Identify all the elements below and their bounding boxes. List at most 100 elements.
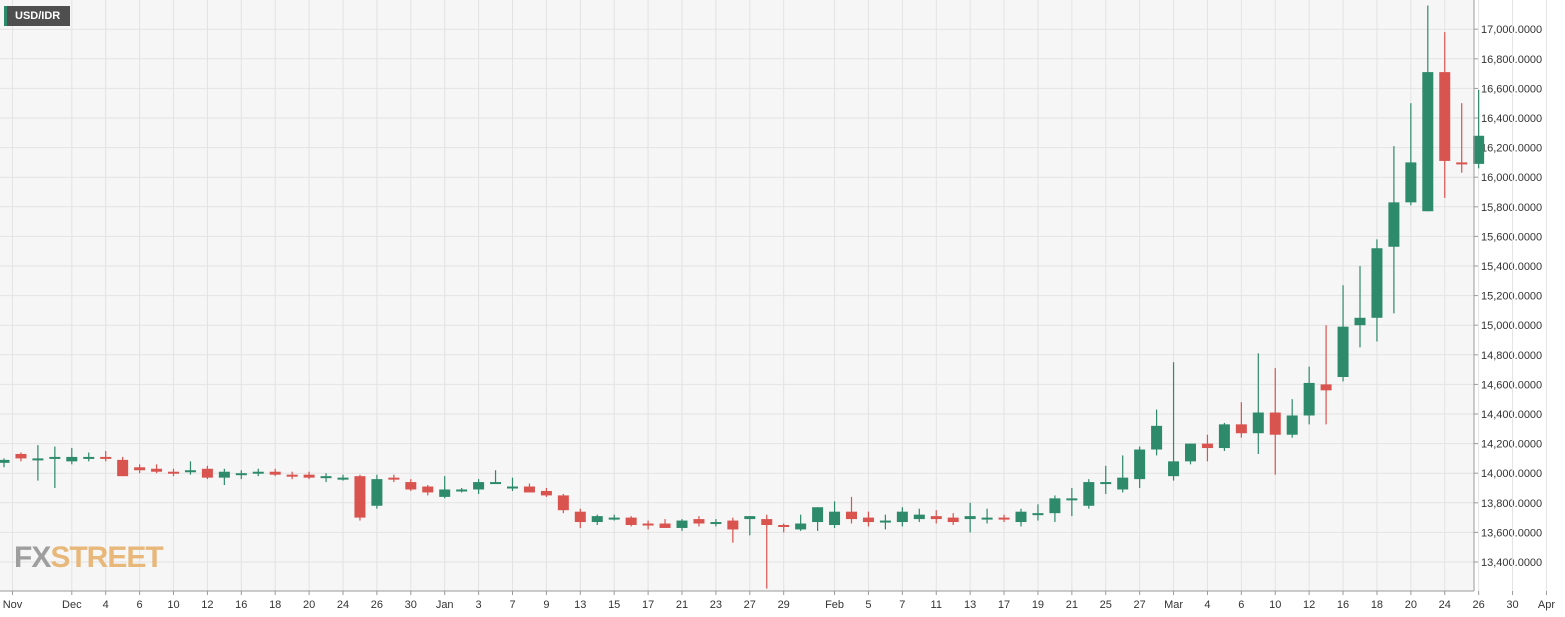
candle-body-up[interactable] <box>507 486 518 489</box>
candle-body-up[interactable] <box>829 511 841 525</box>
candle-body-up[interactable] <box>591 516 603 523</box>
candle-body-up[interactable] <box>676 520 688 528</box>
candle-body-up[interactable] <box>337 477 349 480</box>
candle-body-up[interactable] <box>1100 482 1112 485</box>
candle-body-up[interactable] <box>1134 449 1146 480</box>
x-tick-label: 27 <box>744 599 756 611</box>
candle-body-up[interactable] <box>439 489 451 497</box>
candle-body-up[interactable] <box>1151 425 1163 450</box>
candle-body-up[interactable] <box>1168 461 1180 477</box>
candle-body-down[interactable] <box>727 520 739 530</box>
candle-body-up[interactable] <box>1049 498 1061 514</box>
candle-body-down[interactable] <box>354 476 366 518</box>
candle-body-up[interactable] <box>473 482 485 490</box>
candle-body-up[interactable] <box>66 456 78 462</box>
candle-body-up[interactable] <box>1473 135 1485 164</box>
candle-body-up[interactable] <box>1083 482 1095 506</box>
candle-body-up[interactable] <box>371 479 383 506</box>
candle-body-down[interactable] <box>201 468 213 478</box>
candle-body-up[interactable] <box>1185 443 1196 462</box>
candle-body-up[interactable] <box>83 456 95 459</box>
candle-body-down[interactable] <box>1456 162 1468 165</box>
candle-body-up[interactable] <box>1252 412 1264 434</box>
candle-body-up[interactable] <box>1015 511 1027 523</box>
x-tick-label: 12 <box>1303 599 1315 611</box>
candle-body-up[interactable] <box>1303 382 1315 416</box>
candle-body-up[interactable] <box>1286 415 1298 435</box>
candle-body-down[interactable] <box>523 486 535 493</box>
candle-body-up[interactable] <box>1422 72 1434 212</box>
candle-body-down[interactable] <box>388 477 400 480</box>
candle-body-up[interactable] <box>0 459 10 463</box>
y-tick-label: 16,400.0000 <box>1481 113 1542 125</box>
candle-body-down[interactable] <box>642 523 654 526</box>
candle-body-up[interactable] <box>184 470 196 473</box>
logo-street-text: STREET <box>50 541 163 574</box>
candle-body-up[interactable] <box>608 517 620 520</box>
candle-body-down[interactable] <box>862 517 874 523</box>
candle-body-up[interactable] <box>1405 162 1417 203</box>
candle-body-up[interactable] <box>981 517 993 520</box>
candle-body-down[interactable] <box>303 474 315 478</box>
candle-body-down[interactable] <box>269 471 281 475</box>
candle-body-down[interactable] <box>286 474 298 477</box>
candle-body-down[interactable] <box>761 519 773 525</box>
candle-body-up[interactable] <box>1066 498 1078 501</box>
candle-body-down[interactable] <box>930 516 942 520</box>
candle-body-up[interactable] <box>795 523 807 530</box>
candle-body-up[interactable] <box>32 458 44 461</box>
candle-body-up[interactable] <box>964 516 976 520</box>
candle-body-down[interactable] <box>557 495 569 511</box>
candle-body-up[interactable] <box>235 473 247 476</box>
candle-body-down[interactable] <box>693 519 705 524</box>
candle-body-up[interactable] <box>1371 248 1383 318</box>
candle-body-down[interactable] <box>574 511 586 523</box>
candle-body-down[interactable] <box>422 486 434 493</box>
x-tick-label: 16 <box>235 599 247 611</box>
candle-body-down[interactable] <box>947 517 959 523</box>
candle-body-down[interactable] <box>998 517 1010 520</box>
candle-body-up[interactable] <box>812 507 824 523</box>
x-tick-label: 20 <box>1405 599 1417 611</box>
candle-body-down[interactable] <box>1439 72 1451 161</box>
y-tick-label: 16,800.0000 <box>1481 54 1542 66</box>
candle-body-down[interactable] <box>659 523 671 528</box>
candle-body-down[interactable] <box>1320 384 1332 391</box>
x-tick-label: 6 <box>137 599 143 611</box>
candle-body-down[interactable] <box>1269 412 1281 435</box>
candle-body-down[interactable] <box>540 490 552 496</box>
candle-body-up[interactable] <box>896 511 908 523</box>
x-tick-label: 30 <box>405 599 417 611</box>
x-tick-label: 20 <box>303 599 315 611</box>
candle-body-down[interactable] <box>15 453 27 459</box>
candle-body-down[interactable] <box>846 511 857 520</box>
candle-body-up[interactable] <box>252 471 264 474</box>
candle-body-down[interactable] <box>405 482 417 490</box>
candle-body-up[interactable] <box>218 471 230 478</box>
candle-body-up[interactable] <box>1354 317 1366 326</box>
candle-body-down[interactable] <box>625 517 637 525</box>
candle-body-up[interactable] <box>744 516 756 520</box>
candle-body-down[interactable] <box>1201 443 1213 449</box>
candle-body-down[interactable] <box>168 471 179 474</box>
candle-body-up[interactable] <box>456 489 468 492</box>
candle-body-down[interactable] <box>778 525 790 527</box>
candle-body-up[interactable] <box>1337 326 1349 377</box>
candle-body-up[interactable] <box>320 476 332 479</box>
candle-body-up[interactable] <box>710 522 722 525</box>
candle-body-down[interactable] <box>1235 424 1247 434</box>
candle-body-down[interactable] <box>117 459 129 477</box>
candle-body-up[interactable] <box>1117 477 1129 490</box>
candle-body-up[interactable] <box>879 520 891 523</box>
candle-body-up[interactable] <box>49 456 61 459</box>
candle-body-down[interactable] <box>100 456 112 459</box>
candle-body-up[interactable] <box>1388 202 1400 247</box>
candle-body-up[interactable] <box>913 514 925 520</box>
candle-body-up[interactable] <box>1218 424 1230 449</box>
candle-body-down[interactable] <box>134 467 146 471</box>
candle-body-down[interactable] <box>151 468 163 472</box>
candle-body-up[interactable] <box>490 482 502 485</box>
candle-body-up[interactable] <box>1032 513 1044 516</box>
